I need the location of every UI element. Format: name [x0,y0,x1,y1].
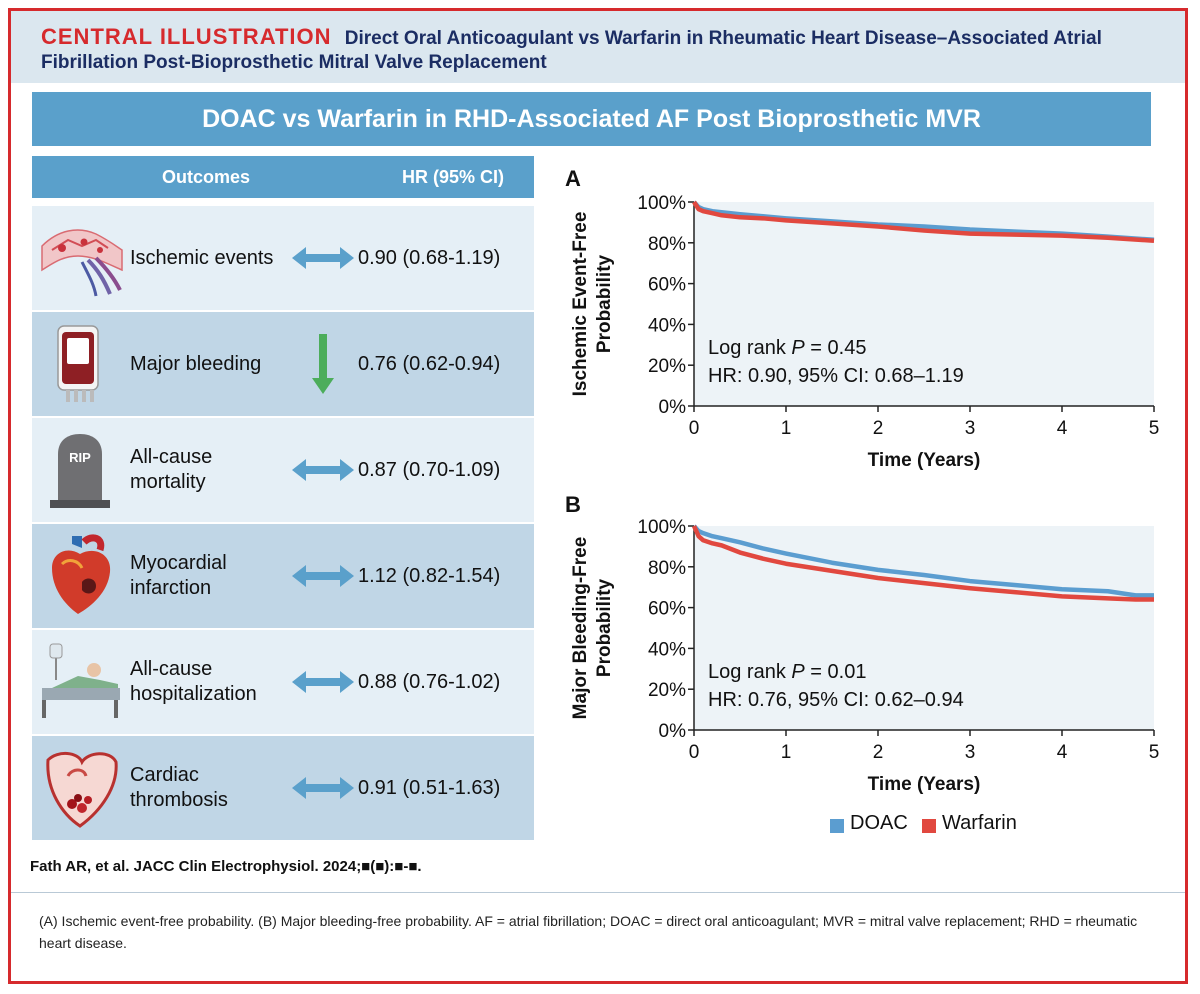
legend-doac-label: DOAC [850,812,908,834]
x-tick-label: 5 [1149,418,1160,439]
outcome-label: Myocardial infarction [130,552,227,599]
y-tick-label: 100% [637,517,686,538]
log-rank-annotation: Log rank P = 0.01 [708,661,866,683]
y-tick-label: 80% [648,558,686,579]
x-tick-label: 1 [781,418,792,439]
table-row: All-cause hospitalization 0.88 (0.76-1.0… [32,630,534,734]
x-tick-label: 5 [1149,742,1160,763]
hr-annotation: HR: 0.76, 95% CI: 0.62–0.94 [708,689,964,711]
heart-thrombus-icon [38,746,124,830]
hr-value: 0.91 (0.51-1.63) [358,776,501,799]
y-tick-label: 0% [659,397,687,418]
y-tick-label: 60% [648,275,686,296]
banner-title: DOAC vs Warfarin in RHD-Associated AF Po… [32,92,1151,146]
x-tick-label: 2 [873,742,884,763]
heart-icon [38,534,124,618]
neutral-arrow-icon [288,630,358,734]
col-outcomes-header: Outcomes [161,167,251,187]
caption-divider [11,892,1185,893]
x-tick-label: 4 [1057,418,1068,439]
y-tick-label: 0% [659,721,687,742]
blood-vessel-icon [38,216,124,300]
table-row: Ischemic events 0.90 (0.68-1.19) [32,206,534,310]
x-tick-label: 3 [965,742,976,763]
x-tick-label: 1 [781,742,792,763]
y-axis-label: Ischemic Event-Free [570,212,591,397]
y-axis-label-line2: Probability [594,254,615,353]
x-axis-label: Time (Years) [868,774,981,795]
y-tick-label: 60% [648,599,686,620]
series-line-doac [692,524,1154,598]
legend-doac-swatch [830,819,844,833]
tombstone-text: RIP [69,450,91,465]
legend-warfarin-swatch [922,819,936,833]
col-hr-header: HR (95% CI) [401,167,504,187]
caption-text: (A) Ischemic event-free probability. (B)… [39,913,1138,951]
hr-value: 0.88 (0.76-1.02) [358,670,501,693]
x-axis-label: Time (Years) [868,450,981,471]
header-label: CENTRAL ILLUSTRATION [41,24,332,49]
y-tick-label: 40% [648,639,686,660]
panel-label-b: B [565,492,581,517]
down-arrow-icon [288,312,358,416]
x-tick-label: 3 [965,418,976,439]
y-tick-label: 20% [648,356,686,377]
series-line-warfarin [692,200,1155,244]
y-axis-label: Major Bleeding-Free [570,537,591,720]
panel-label-a: A [565,166,581,191]
outcome-label: Ischemic events [130,246,274,269]
outcome-label: All-cause hospitalization [130,658,257,705]
caption-area: (A) Ischemic event-free probability. (B)… [11,892,1185,984]
hr-annotation: HR: 0.90, 95% CI: 0.68–1.19 [708,365,964,387]
header: CENTRAL ILLUSTRATION Direct Oral Anticoa… [11,11,1185,83]
y-axis-label-line2: Probability [594,578,615,677]
table-row: Myocardial infarction 1.12 (0.82-1.54) [32,524,534,628]
outcome-label: Cardiac thrombosis [130,764,228,811]
table-header: Outcomes HR (95% CI) [32,156,534,198]
table-row: Major bleeding 0.76 (0.62-0.94) [32,312,534,416]
y-tick-label: 20% [648,680,686,701]
outcome-label: All-cause mortality [130,446,213,493]
citation: Fath AR, et al. JACC Clin Electrophysiol… [30,858,422,875]
hospital-bed-icon [38,640,124,724]
header-text: CENTRAL ILLUSTRATION Direct Oral Anticoa… [41,25,1161,75]
x-tick-label: 0 [689,418,700,439]
table-row: Cardiac thrombosis 0.91 (0.51-1.63) [32,736,534,840]
outcomes-table: Outcomes HR (95% CI) Ischemic events 0.9… [32,156,534,840]
major-bleeding-chart: 0% 20% 40% 60% 80% 100% 0 1 2 3 4 5 Time (Years) Majo… [570,517,1160,795]
tombstone-icon: RIP [38,428,124,512]
neutral-arrow-icon [288,418,358,522]
hr-value: 0.87 (0.70-1.09) [358,458,501,481]
neutral-arrow-icon [288,206,358,310]
log-rank-annotation: Log rank P = 0.45 [708,337,866,359]
y-tick-label: 100% [637,193,686,214]
table-row: RIP All-cause mortality 0.87 (0.70-1.09) [32,418,534,522]
outcome-label: Major bleeding [130,352,262,375]
y-tick-label: 80% [648,234,686,255]
legend-warfarin-label: Warfarin [942,812,1017,834]
header-title: Direct Oral Anticoagulant vs Warfarin in… [41,28,1102,73]
neutral-arrow-icon [288,524,358,628]
blood-bag-icon [38,322,124,406]
x-tick-label: 2 [873,418,884,439]
ischemic-event-chart: 0% 20% 40% 60% 80% 100% 0 1 2 3 4 5 Time (Years) Isch… [570,193,1160,471]
x-tick-label: 4 [1057,742,1068,763]
neutral-arrow-icon [288,736,358,840]
hr-value: 0.90 (0.68-1.19) [358,246,501,269]
hr-value: 0.76 (0.62-0.94) [358,352,501,375]
x-tick-label: 0 [689,742,700,763]
series-line-warfarin [691,525,1154,602]
hr-value: 1.12 (0.82-1.54) [358,564,501,587]
y-tick-label: 40% [648,315,686,336]
